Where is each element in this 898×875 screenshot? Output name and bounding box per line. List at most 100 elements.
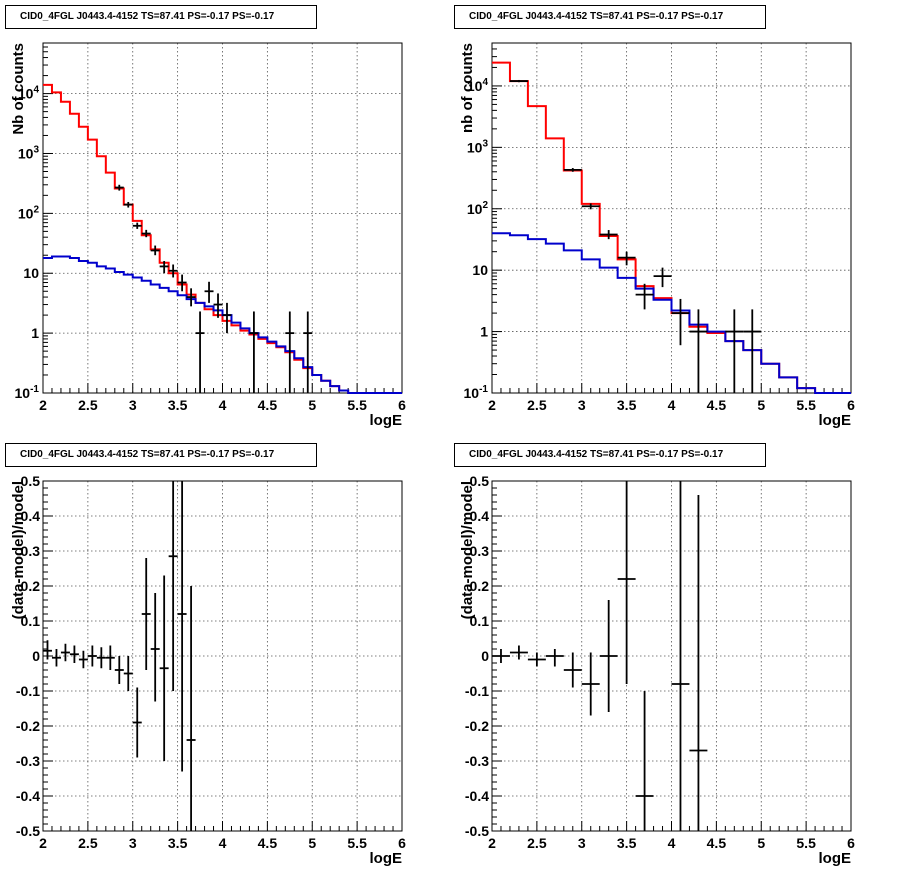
panel-1-y-tick-label: 1 [31,325,39,341]
panel-4-y-tick-label: 0.2 [470,578,490,594]
panel-3-y-tick-label: 0.5 [21,473,41,489]
panel-4-x-tick-label: 2.5 [527,835,547,851]
panel-2-data-point [743,309,762,393]
panel-3-y-axis-label: (data-model)/model [10,481,27,619]
panel-3-y-tick-label: 0.1 [21,613,41,629]
panel-1-x-tick-label: 4 [219,397,227,413]
panel-1-x-tick-label: 3 [129,397,137,413]
panel-3-data-point [186,586,196,831]
panel-3-y-tick-label: 0.2 [21,578,41,594]
panel-3-y-tick-label: 0 [32,648,40,664]
panel-2-x-tick-label: 4 [668,397,676,413]
panel-1-y-tick-label: 104 [18,85,40,102]
panel-4-x-tick-label: 4.5 [707,835,727,851]
panel-1-data-point [195,311,205,393]
panel-3-data-point [177,481,187,772]
panel-4-x-axis-label: logE [819,850,852,867]
panel-4-x-tick-label: 5.5 [796,835,816,851]
panel-4-data-point [492,649,510,663]
panel-1-y-axis-label: Nb of counts [10,43,27,135]
panel-2-x-tick-label: 5 [757,397,765,413]
panel-4-title: CID0_4FGL J0443.4-4152 TS=87.41 PS=-0.17… [454,443,766,467]
panel-1-data-point [249,311,259,393]
panel-3-data-point [87,645,97,667]
panel-3-data-point [105,645,115,670]
panel-2-data-point [581,203,600,210]
panel-2-title: CID0_4FGL J0443.4-4152 TS=87.41 PS=-0.17… [454,5,766,29]
panel-1-x-tick-label: 2 [39,397,47,413]
panel-1-data-point [123,201,133,208]
panel-2-y-tick-label: 10 [472,262,488,278]
panel-2-x-tick-label: 3.5 [617,397,637,413]
panel-1-data-point [213,293,223,318]
panel-3-x-tick-label: 4 [219,835,227,851]
panel-2-data-point [599,230,618,240]
panel-3-y-tick-label: -0.2 [16,718,40,734]
panel-3-data-point [150,593,160,702]
panel-2-x-tick-label: 2.5 [527,397,547,413]
panel-4-y-tick-label: 0.1 [470,613,490,629]
panel-4-x-tick-label: 5 [757,835,765,851]
panel-1-x-axis-label: logE [370,412,403,429]
panel-1-plot: 2 2.5 3 3.5 4 4.5 5 5.5 6 10-1 1 10 102 103 104 logE Nb … [10,42,406,429]
panel-1-data-point [204,281,214,303]
panel-4-x-tick-label: 2 [488,835,496,851]
panel-4-y-axis-label: (data-model)/model [459,481,476,619]
panel-3-data-point [114,656,124,684]
panel-3-data-point [159,575,169,761]
panel-4-y-tick-label: 0.3 [470,543,490,559]
panel-1-data-point [303,311,313,393]
panel-3-x-tick-label: 3.5 [168,835,188,851]
panel-4-y-tick-label: 0.5 [470,473,490,489]
panel-2-x-tick-label: 5.5 [796,397,816,413]
panel-2-y-axis-label: nb of counts [459,43,476,133]
panel-2-series-2-step [492,232,851,394]
panel-2-data-point [653,267,672,288]
panel-4-y-tick-label: -0.3 [465,753,489,769]
panel-2-data-point [671,298,690,346]
panel-4-x-tick-label: 3 [578,835,586,851]
panel-1-title: CID0_4FGL J0443.4-4152 TS=87.41 PS=-0.17… [5,5,317,29]
panel-1-data-point [186,288,196,307]
panel-4-y-tick-label: -0.1 [465,683,489,699]
panel-4-data-point [689,495,708,831]
panel-1-data-point [150,245,160,256]
panel-2-x-axis-label: logE [819,412,852,429]
panel-4-data-point [527,652,546,667]
panel-1-data-point [177,274,187,292]
panel-4-x-tick-label: 4 [668,835,676,851]
panel-3-y-tick-label: -0.1 [16,683,40,699]
panel-3-y-tick-label: -0.3 [16,753,40,769]
panel-3-data-point [78,650,88,669]
panel-3-y-tick-label: 0.3 [21,543,41,559]
panel-1-data-point [222,302,232,334]
panel-2-data-point [725,309,744,393]
panel-3-data-point [132,687,142,758]
panel-1-data-point [285,311,295,393]
panel-1-data-point [168,264,178,278]
panel-3-x-axis-label: logE [370,850,403,867]
panel-4-x-tick-label: 6 [847,835,855,851]
panel-1-x-tick-label: 5.5 [347,397,367,413]
panel-1-series-2-step [43,255,402,394]
panel-2-data-point [617,251,636,266]
panel-1-data-point [159,261,169,274]
panel-1-x-tick-label: 4.5 [258,397,278,413]
panel-1-x-tick-label: 2.5 [78,397,98,413]
panel-1-y-tick-label: 10-1 [15,384,40,401]
panel-3-x-tick-label: 6 [398,835,406,851]
panel-2-y-tick-label: 103 [467,138,489,155]
panel-4-y-tick-label: -0.2 [465,718,489,734]
panel-4-data-point [563,652,582,688]
panel-4-data-point [581,652,600,716]
panel-3-y-tick-label: -0.5 [16,823,40,839]
panel-4-y-tick-label: -0.5 [465,823,489,839]
panel-3-x-tick-label: 3 [129,835,137,851]
panel-1-y-tick-label: 102 [18,204,40,221]
panel-4-y-tick-label: 0.4 [470,508,490,524]
panel-2-data-point [689,309,708,393]
panel-2-data-point [509,79,528,83]
panel-2-y-tick-label: 104 [467,77,489,94]
panel-2-data-point [563,168,582,172]
